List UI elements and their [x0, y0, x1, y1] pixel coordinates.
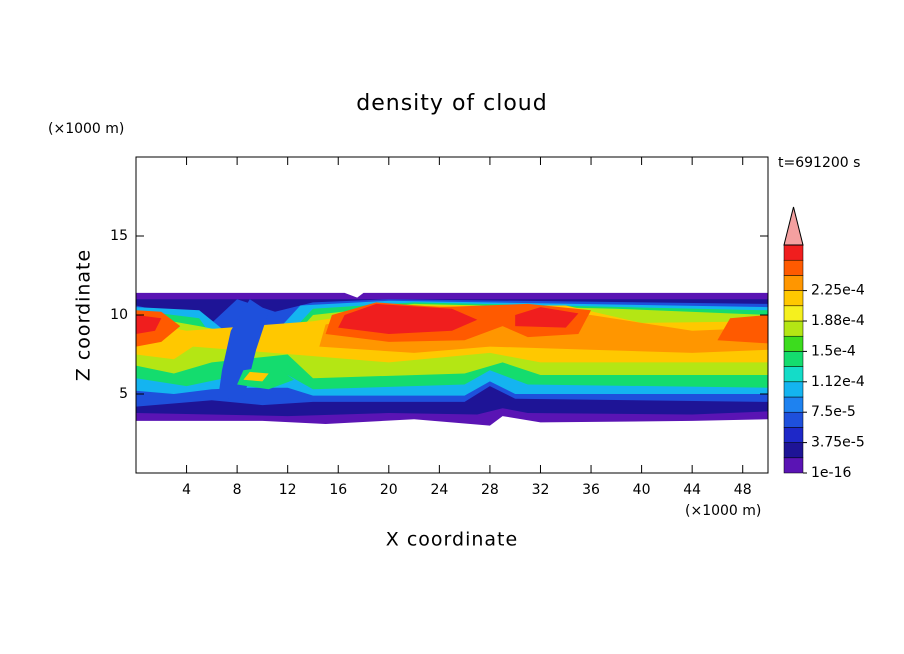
y-tick-label: 5 — [119, 386, 128, 402]
colorbar-box — [783, 381, 804, 398]
x-tick-label: 4 — [182, 482, 191, 498]
time-label: t=691200 s — [778, 155, 860, 171]
x-tick-label: 36 — [582, 482, 600, 498]
colorbar-label: 1.5e-4 — [811, 343, 856, 359]
colorbar-box — [783, 275, 804, 291]
y-tick-label: 10 — [110, 307, 128, 323]
contour-region — [515, 307, 579, 328]
contour-region — [338, 303, 478, 334]
chart-title: density of cloud — [356, 91, 547, 116]
contour-region — [243, 371, 269, 382]
contour-region — [136, 315, 162, 334]
x-tick-label: 8 — [233, 482, 242, 498]
colorbar-box — [783, 427, 804, 443]
colorbar-extend — [783, 206, 804, 246]
contour-region — [218, 299, 269, 401]
colorbar-box — [783, 442, 804, 459]
colorbar-box — [783, 244, 804, 261]
colorbar-label: 1e-16 — [811, 465, 851, 481]
x-tick-label: 40 — [633, 482, 651, 498]
colorbar-box — [783, 259, 804, 276]
contour-region — [717, 315, 768, 344]
colorbar-label: 3.75e-5 — [811, 435, 865, 451]
colorbar-box — [783, 320, 804, 337]
colorbar-label: 1.12e-4 — [811, 374, 865, 390]
contour-field — [136, 292, 768, 426]
x-tick-label: 44 — [683, 482, 701, 498]
y-axis-label: Z coordinate — [73, 249, 95, 381]
x-tick-label: 20 — [380, 482, 398, 498]
y-unit: (×1000 m) — [48, 121, 124, 137]
x-tick-label: 12 — [279, 482, 297, 498]
colorbar-box — [783, 457, 804, 474]
x-tick-label: 24 — [430, 482, 448, 498]
colorbar-box — [783, 335, 804, 352]
y-tick-label: 15 — [110, 228, 128, 244]
x-unit: (×1000 m) — [685, 503, 761, 519]
x-axis-label: X coordinate — [386, 529, 518, 551]
x-tick-label: 16 — [329, 482, 347, 498]
colorbar-label: 1.88e-4 — [811, 313, 865, 329]
colorbar-box — [783, 305, 804, 322]
x-tick-label: 32 — [532, 482, 550, 498]
colorbar-label: 2.25e-4 — [811, 283, 865, 299]
colorbar-box — [783, 290, 804, 307]
colorbar-box — [783, 396, 804, 413]
colorbar-box — [783, 351, 804, 367]
x-tick-label: 48 — [734, 482, 752, 498]
colorbar-label: 7.5e-5 — [811, 404, 856, 420]
x-tick-label: 28 — [481, 482, 499, 498]
colorbar-box — [783, 366, 804, 383]
colorbar-box — [783, 411, 804, 428]
